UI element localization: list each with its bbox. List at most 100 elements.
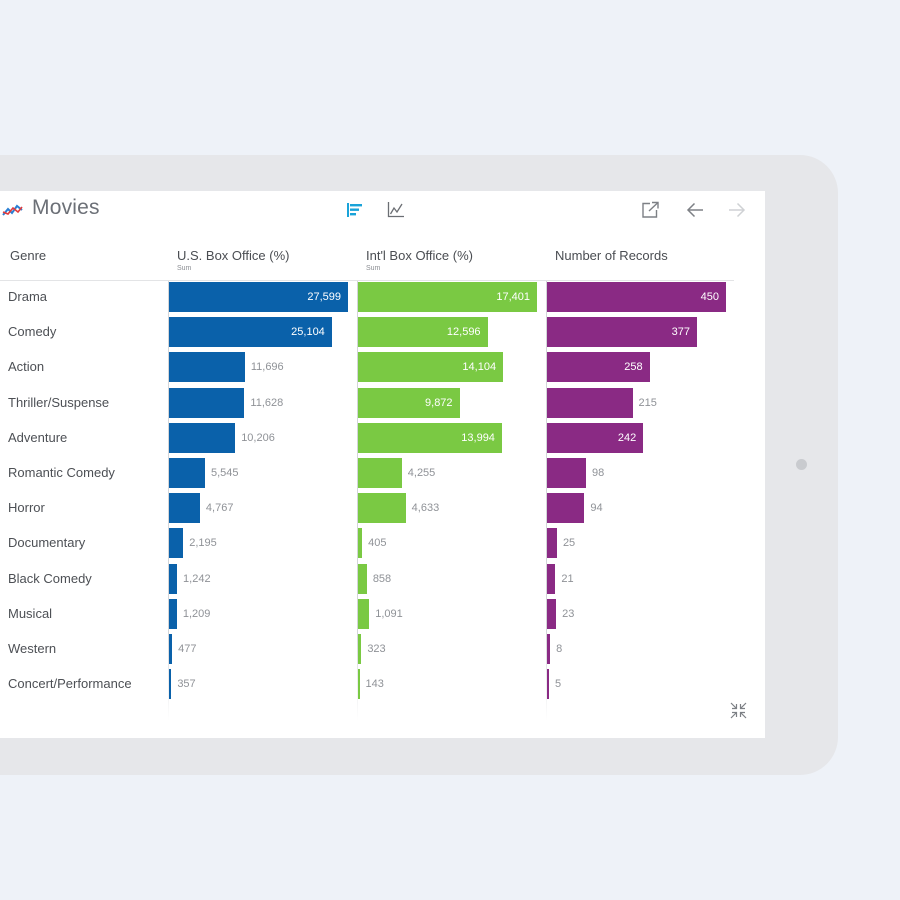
line-chart-icon[interactable] <box>387 201 405 218</box>
value-label-int-l-box-office-black-comedy: 858 <box>372 572 392 585</box>
value-label-u-s-box-office-thriller-suspense: 11,628 <box>250 396 284 409</box>
bar-u-s-box-office-documentary[interactable] <box>169 528 184 559</box>
genre-label-black-comedy[interactable]: Black Comedy <box>8 570 92 586</box>
value-label-u-s-box-office-drama: 27,599 <box>307 291 341 303</box>
compress-icon[interactable] <box>730 702 747 719</box>
value-label-number-of-records-drama: 450 <box>700 291 719 303</box>
genre-label-drama[interactable]: Drama <box>8 289 48 304</box>
value-label-u-s-box-office-action: 11,696 <box>250 361 284 374</box>
bar-chart-icon[interactable] <box>346 202 364 218</box>
bar-int-l-box-office-romantic-comedy[interactable] <box>358 458 402 488</box>
value-label-number-of-records-musical: 23 <box>562 607 575 620</box>
genre-label-romantic-comedy[interactable]: Romantic Comedy <box>8 465 115 480</box>
value-label-number-of-records-comedy: 377 <box>671 326 690 339</box>
bar-int-l-box-office-thriller-suspense[interactable] <box>358 387 460 418</box>
bar-u-s-box-office-black-comedy[interactable] <box>169 563 178 594</box>
bar-int-l-box-office-musical[interactable] <box>358 598 370 629</box>
bar-number-of-records-drama[interactable] <box>547 282 726 312</box>
value-label-u-s-box-office-concert-performance: 357 <box>177 678 196 691</box>
bar-int-l-box-office-documentary[interactable] <box>358 528 363 559</box>
header-divider <box>0 280 734 281</box>
value-label-int-l-box-office-documentary: 405 <box>368 537 387 550</box>
bar-number-of-records-black-comedy[interactable] <box>547 563 556 594</box>
bar-number-of-records-western[interactable] <box>547 634 551 664</box>
bar-number-of-records-documentary[interactable] <box>547 528 557 559</box>
bar-int-l-box-office-horror[interactable] <box>358 493 406 524</box>
bar-number-of-records-action[interactable] <box>547 352 650 383</box>
value-label-number-of-records-horror: 94 <box>590 502 603 515</box>
bar-u-s-box-office-romantic-comedy[interactable] <box>169 458 205 488</box>
value-label-int-l-box-office-action: 14,104 <box>462 361 497 374</box>
bar-int-l-box-office-black-comedy[interactable] <box>358 563 367 594</box>
value-label-int-l-box-office-concert-performance: 143 <box>365 678 384 691</box>
bar-int-l-box-office-drama[interactable] <box>358 282 537 312</box>
bar-u-s-box-office-horror[interactable] <box>169 493 200 524</box>
genre-label-thriller-suspense[interactable]: Thriller/Suspense <box>8 394 110 410</box>
value-label-int-l-box-office-drama: 17,401 <box>496 291 530 303</box>
value-label-int-l-box-office-comedy: 12,596 <box>446 326 481 339</box>
value-label-u-s-box-office-adventure: 10,206 <box>241 431 275 444</box>
bar-number-of-records-comedy[interactable] <box>547 317 697 348</box>
column-axis-2 <box>357 281 358 721</box>
us-box-office-aggregate: Sum <box>177 265 192 272</box>
line-trend-icon <box>2 204 23 216</box>
value-label-number-of-records-romantic-comedy: 98 <box>591 467 605 479</box>
value-label-u-s-box-office-black-comedy: 1,242 <box>183 572 211 585</box>
value-label-int-l-box-office-horror: 4,633 <box>411 502 440 515</box>
value-label-u-s-box-office-documentary: 2,195 <box>189 537 217 550</box>
bar-number-of-records-musical[interactable] <box>547 598 557 629</box>
arrow-right-icon[interactable] <box>728 202 746 218</box>
value-label-u-s-box-office-comedy: 25,104 <box>291 326 325 339</box>
intl-box-office-aggregate: Sum <box>366 265 381 272</box>
value-label-int-l-box-office-romantic-comedy: 4,255 <box>407 467 436 479</box>
genre-label-western[interactable]: Western <box>8 641 57 656</box>
column-axis-3 <box>546 281 547 721</box>
bar-u-s-box-office-drama[interactable] <box>169 282 348 312</box>
bar-number-of-records-romantic-comedy[interactable] <box>547 458 586 488</box>
bar-int-l-box-office-adventure[interactable] <box>358 422 502 453</box>
genre-label-concert-performance[interactable]: Concert/Performance <box>8 676 132 692</box>
value-label-number-of-records-thriller-suspense: 215 <box>638 396 657 409</box>
bar-u-s-box-office-concert-performance[interactable] <box>169 669 172 700</box>
genre-column-header[interactable]: Genre <box>10 248 47 263</box>
bar-u-s-box-office-thriller-suspense[interactable] <box>169 387 245 418</box>
genre-label-action[interactable]: Action <box>8 359 45 375</box>
external-link-icon[interactable] <box>641 201 660 219</box>
bar-number-of-records-adventure[interactable] <box>547 422 644 453</box>
us-box-office-column-header[interactable]: U.S. Box Office (%) <box>177 248 290 263</box>
value-label-u-s-box-office-horror: 4,767 <box>205 502 234 515</box>
value-label-u-s-box-office-romantic-comedy: 5,545 <box>210 467 239 479</box>
intl-box-office-column-header[interactable]: Int'l Box Office (%) <box>366 248 473 263</box>
page-title: Movies <box>32 196 100 219</box>
bar-u-s-box-office-musical[interactable] <box>169 598 177 629</box>
value-label-number-of-records-action: 258 <box>624 361 643 374</box>
genre-label-documentary[interactable]: Documentary <box>8 535 86 551</box>
genre-label-comedy[interactable]: Comedy <box>8 324 57 340</box>
column-axis-1 <box>168 281 169 721</box>
genre-label-horror[interactable]: Horror <box>8 500 45 516</box>
value-label-u-s-box-office-western: 477 <box>178 643 197 655</box>
bar-u-s-box-office-western[interactable] <box>169 634 173 664</box>
genre-label-musical[interactable]: Musical <box>8 605 53 621</box>
value-label-number-of-records-concert-performance: 5 <box>554 678 562 691</box>
bar-u-s-box-office-action[interactable] <box>169 352 245 383</box>
value-label-int-l-box-office-adventure: 13,994 <box>461 431 495 444</box>
number-of-records-column-header[interactable]: Number of Records <box>555 248 668 263</box>
home-button[interactable] <box>796 459 807 470</box>
arrow-left-icon[interactable] <box>686 202 704 218</box>
bar-int-l-box-office-comedy[interactable] <box>358 317 488 348</box>
bar-number-of-records-concert-performance[interactable] <box>547 669 549 700</box>
value-label-int-l-box-office-thriller-suspense: 9,872 <box>425 396 453 409</box>
bar-number-of-records-thriller-suspense[interactable] <box>547 387 633 418</box>
bar-u-s-box-office-comedy[interactable] <box>169 317 332 348</box>
genre-label-adventure[interactable]: Adventure <box>8 429 68 445</box>
bar-int-l-box-office-western[interactable] <box>358 634 362 664</box>
bar-int-l-box-office-concert-performance[interactable] <box>358 669 360 700</box>
bar-u-s-box-office-adventure[interactable] <box>169 422 236 453</box>
bar-number-of-records-horror[interactable] <box>547 493 585 524</box>
value-label-u-s-box-office-musical: 1,209 <box>182 607 211 620</box>
bar-int-l-box-office-action[interactable] <box>358 352 504 383</box>
value-label-int-l-box-office-western: 323 <box>367 643 386 655</box>
value-label-number-of-records-adventure: 242 <box>617 431 637 444</box>
value-label-number-of-records-black-comedy: 21 <box>561 572 574 585</box>
